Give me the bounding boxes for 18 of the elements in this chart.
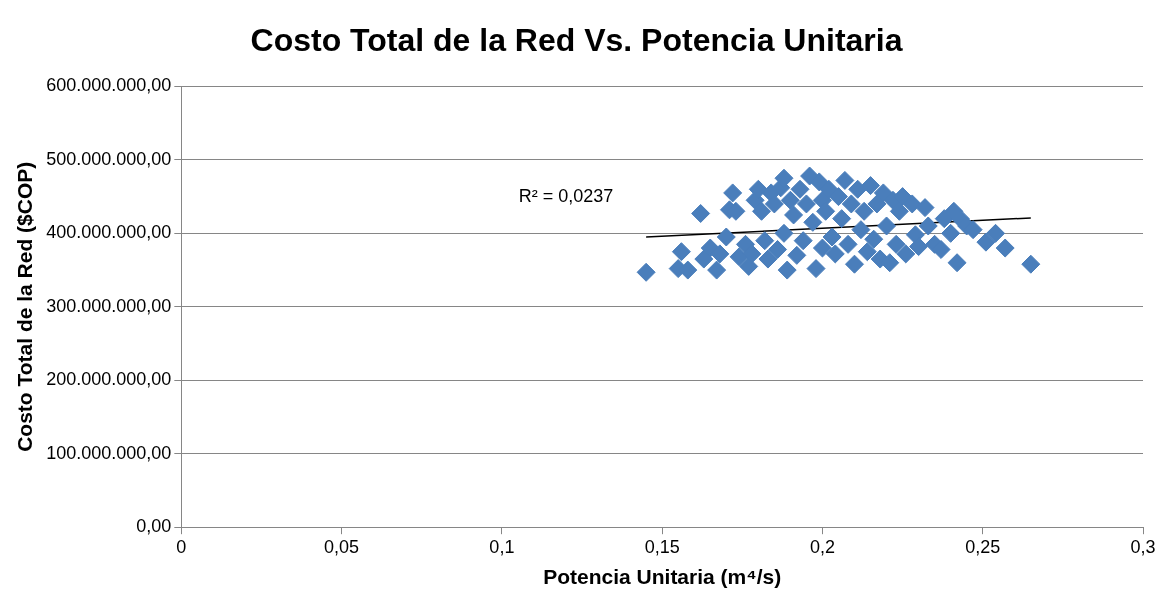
- y-tick-label: 300.000.000,00: [46, 295, 172, 316]
- x-axis-title: Potencia Unitaria (m⁴/s): [543, 565, 782, 589]
- y-tick-label: 100.000.000,00: [46, 442, 172, 463]
- x-tick-label: 0,15: [644, 536, 680, 557]
- y-tick-label: 200.000.000,00: [46, 369, 172, 390]
- x-tick-label: 0: [176, 536, 187, 557]
- y-tick-label: 0,00: [136, 516, 172, 537]
- y-tick-label: 400.000.000,00: [46, 222, 172, 243]
- annotation: R² = 0,0237: [518, 185, 614, 206]
- x-tick-label: 0,1: [489, 536, 515, 557]
- x-tick-label: 0,25: [965, 536, 1001, 557]
- y-tick-label: 500.000.000,00: [46, 148, 172, 169]
- chart-title: Costo Total de la Red Vs. Potencia Unitaria: [250, 22, 903, 59]
- x-tick-label: 0,2: [809, 536, 835, 557]
- y-tick-label: 600.000.000,00: [46, 75, 172, 96]
- x-tick-label: 0,05: [324, 536, 360, 557]
- y-axis-title: Costo Total de la Red ($COP): [13, 161, 37, 452]
- x-tick-label: 0,3: [1130, 536, 1156, 557]
